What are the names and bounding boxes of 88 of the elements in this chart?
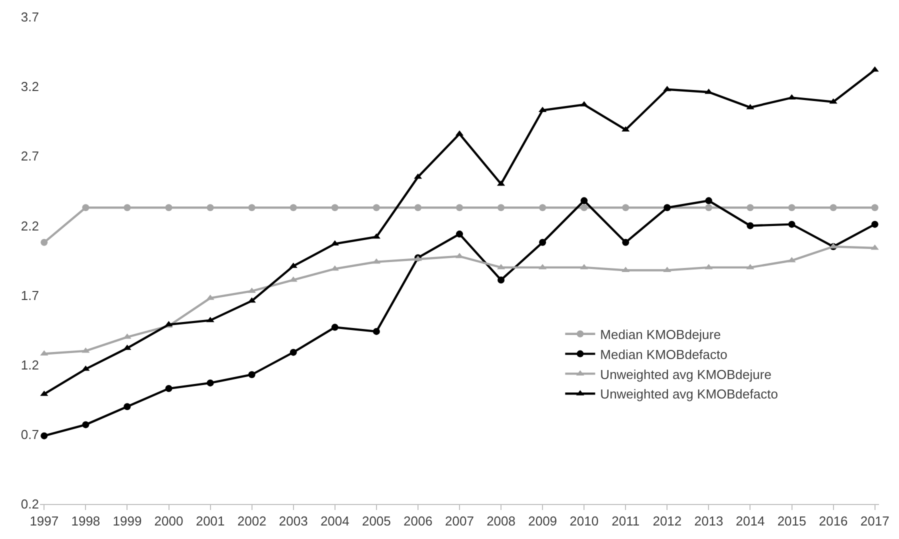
point	[704, 264, 713, 270]
point	[248, 297, 256, 303]
point	[538, 264, 547, 270]
x-tick-label: 2005	[362, 514, 391, 529]
x-tick-label: 2006	[404, 514, 432, 529]
x-tick-label: 2004	[320, 514, 350, 529]
point	[746, 222, 754, 230]
x-tick-label: 2001	[196, 514, 225, 529]
x-tick-label: 2016	[818, 514, 848, 529]
point	[663, 86, 672, 92]
point	[330, 240, 339, 246]
x-tick-label: 2015	[777, 514, 806, 529]
y-tick-label: 3.2	[20, 79, 39, 94]
point	[622, 204, 630, 212]
point	[206, 204, 214, 212]
point	[830, 204, 837, 212]
y-tick-label: 2.2	[20, 218, 39, 234]
legend-label: Unweighted avg KMOBdefacto	[600, 386, 778, 402]
x-tick-label: 2009	[528, 514, 558, 529]
point	[290, 204, 297, 212]
x-tick-label: 1997	[30, 514, 59, 529]
x-tick-label: 2017	[860, 514, 890, 529]
point	[705, 197, 712, 204]
point	[330, 265, 339, 271]
point	[331, 324, 338, 331]
point	[746, 104, 754, 110]
point	[372, 258, 380, 264]
point	[580, 204, 588, 212]
x-tick-label: 2007	[445, 514, 474, 529]
point	[290, 348, 297, 356]
point	[829, 98, 838, 104]
x-tick-label: 2013	[694, 514, 724, 529]
point	[372, 328, 380, 335]
point	[331, 204, 338, 212]
x-tick-label: 1999	[112, 514, 142, 529]
point	[705, 204, 712, 212]
point	[871, 204, 878, 212]
point	[82, 204, 90, 212]
point	[82, 347, 90, 353]
point	[788, 220, 796, 228]
x-tick-label: 2000	[154, 514, 184, 529]
point	[870, 66, 879, 72]
point	[165, 204, 172, 212]
point	[248, 204, 256, 212]
point	[372, 233, 380, 239]
y-tick-label: 3.7	[20, 10, 39, 25]
point	[40, 432, 48, 440]
x-tick-label: 2012	[652, 514, 682, 529]
x-tick-label: 2014	[736, 514, 765, 529]
point	[248, 371, 256, 378]
point	[40, 238, 48, 246]
x-tick-label: 1998	[71, 514, 100, 529]
point	[206, 316, 214, 322]
legend-label: Median KMOBdejure	[600, 326, 721, 342]
point	[788, 204, 796, 212]
x-tick-label: 2010	[570, 514, 599, 529]
point	[746, 204, 754, 212]
point	[622, 238, 630, 246]
legend-label: Unweighted avg KMOBdejure	[600, 366, 772, 382]
y-tick-label: 1.7	[20, 288, 39, 303]
y-tick-label: 2.7	[20, 148, 39, 164]
point	[498, 204, 505, 212]
point	[871, 220, 878, 228]
point	[206, 379, 214, 386]
point	[372, 204, 380, 212]
point	[580, 197, 588, 204]
point	[165, 385, 172, 392]
point	[124, 403, 131, 410]
point	[124, 204, 131, 212]
point	[414, 204, 422, 212]
point	[456, 204, 463, 212]
point	[498, 276, 505, 284]
point	[539, 204, 546, 212]
point	[289, 276, 298, 282]
y-tick-label: 0.2	[20, 496, 39, 512]
point	[580, 264, 588, 270]
x-tick-label: 2011	[612, 514, 640, 529]
point	[870, 244, 879, 250]
x-tick-label: 2003	[278, 514, 308, 529]
point	[82, 421, 90, 428]
x-tick-label: 2002	[237, 514, 266, 529]
point	[456, 230, 463, 238]
x-tick-label: 2008	[486, 514, 516, 529]
legend-label: Median KMOBdefacto	[600, 346, 728, 362]
y-tick-label: 0.7	[20, 426, 39, 442]
point	[746, 264, 754, 270]
point	[539, 238, 546, 246]
y-tick-label: 1.2	[20, 357, 39, 372]
